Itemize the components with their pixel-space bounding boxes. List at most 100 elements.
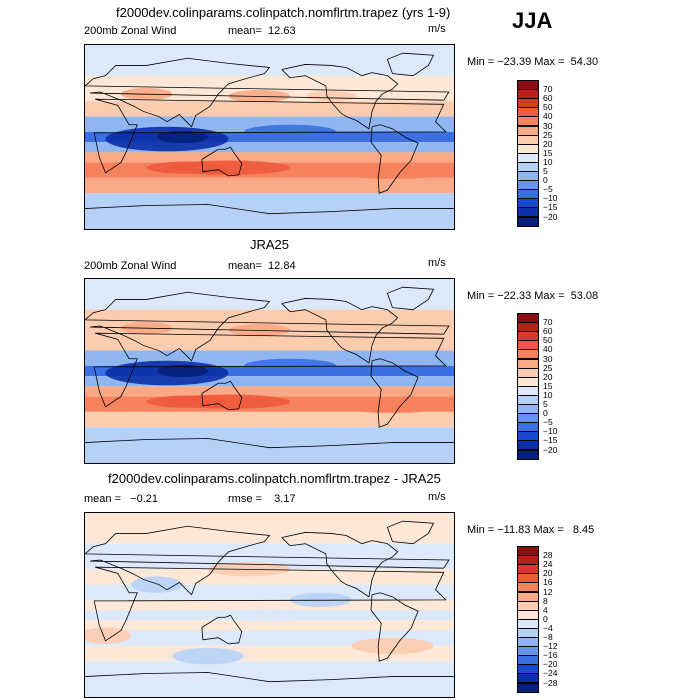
- colorbar-label: 0: [543, 175, 548, 186]
- colorbar-label: −10: [543, 426, 558, 437]
- field-feature: [243, 124, 337, 140]
- coastline: [281, 64, 399, 130]
- colorbar-label: −5: [543, 417, 553, 428]
- colorbar-box: [517, 216, 539, 227]
- panel-2-colorbar: 70 60 50 40 30 25 20 15 10 5 0 −5 −10 −15 −20: [517, 313, 597, 460]
- coastline: [93, 98, 447, 174]
- coastline: [201, 380, 243, 411]
- zonal-band: [85, 513, 454, 544]
- zonal-band: [85, 142, 454, 153]
- colorbar-label: 70: [543, 317, 553, 328]
- colorbar-label: 50: [543, 102, 553, 113]
- zonal-band: [85, 335, 454, 351]
- colorbar-label: −10: [543, 193, 558, 204]
- coastline: [370, 358, 419, 428]
- season-label: JJA: [512, 8, 553, 33]
- panel-2-title: JRA25: [250, 237, 290, 252]
- field-feature: [305, 325, 357, 336]
- coastline: [85, 291, 450, 362]
- colorbar-label: 25: [543, 129, 553, 140]
- colorbar-box: [517, 449, 539, 460]
- colorbar-label: 24: [543, 559, 553, 570]
- panel-3-units: m/s: [428, 491, 446, 503]
- panel-3-map-svg: [85, 513, 454, 697]
- colorbar-label: 20: [543, 568, 553, 579]
- coastline: [386, 520, 435, 545]
- zonal-band: [85, 386, 454, 397]
- colorbar-label: −28: [543, 677, 558, 688]
- field-feature: [228, 609, 311, 622]
- colorbar-label: 0: [543, 408, 548, 419]
- colorbar-label: 15: [543, 380, 553, 391]
- field-feature: [146, 395, 229, 408]
- zonal-band: [85, 177, 454, 194]
- zonal-band: [85, 376, 454, 387]
- field-feature: [305, 91, 357, 102]
- colorbar-label: 60: [543, 93, 553, 104]
- coastline: [85, 57, 450, 128]
- panel-3-rmse: rmse = 3.17: [228, 493, 296, 505]
- coastline: [93, 566, 447, 642]
- coastline: [201, 146, 243, 177]
- panel-1-units: m/s: [428, 23, 446, 35]
- panel-1-colorbar: 70 60 50 40 30 25 20 15 10 5 0 −5 −10 −15 −20: [517, 80, 597, 227]
- panel-2-minmax: Min = −22.33 Max = 53.08: [467, 290, 599, 302]
- panel-1-map-svg: [85, 45, 454, 229]
- coastline: [85, 672, 454, 683]
- field-feature: [351, 637, 434, 655]
- coastline: [370, 592, 419, 662]
- colorbar-label: 40: [543, 344, 553, 355]
- panel-3-colorbar: 28 24 20 16 12 8 4 0 −4 −8 −12 −16 −20 −24 −28: [517, 546, 597, 693]
- panel-3-mean: mean = −0.21: [84, 493, 158, 505]
- panel-2-units: m/s: [428, 257, 446, 269]
- coastline: [370, 124, 419, 194]
- zonal-band: [85, 45, 454, 76]
- colorbar-label: −20: [543, 444, 558, 455]
- colorbar-label: −8: [543, 632, 553, 642]
- zonal-band: [85, 661, 454, 697]
- colorbar-label: 28: [543, 550, 553, 561]
- panel-3-minmax: Min = −11.83 Max = 8.45: [467, 524, 595, 536]
- coastline: [85, 438, 454, 449]
- panel-3-title: f2000dev.colinparams.colinpatch.nomflrtm…: [108, 471, 441, 486]
- zonal-band: [85, 279, 454, 310]
- field-feature: [243, 358, 337, 374]
- panel-1-variable-label: 200mb Zonal Wind: [84, 25, 177, 37]
- colorbar-box: [517, 682, 539, 693]
- panel-2-map-svg: [85, 279, 454, 463]
- colorbar-label: −15: [543, 435, 558, 446]
- field-feature: [156, 130, 208, 144]
- coastline: [386, 52, 435, 77]
- zonal-band: [85, 599, 454, 611]
- panel-2-variable-label: 200mb Zonal Wind: [84, 260, 177, 272]
- field-feature: [156, 364, 208, 378]
- coastline: [93, 332, 447, 408]
- zonal-band: [85, 152, 454, 163]
- coastline: [281, 532, 399, 598]
- coastline: [85, 204, 454, 215]
- panel-2-mean: mean= 12.84: [228, 260, 296, 272]
- colorbar-label: −4: [543, 622, 553, 633]
- colorbar-label: 10: [543, 156, 553, 167]
- field-feature: [336, 166, 449, 179]
- coastline: [85, 525, 450, 596]
- zonal-band: [85, 427, 454, 463]
- colorbar-label: 60: [543, 326, 553, 337]
- panel-1-minmax: Min = −23.39 Max = 54.30: [467, 56, 599, 68]
- colorbar-label: −20: [543, 659, 558, 670]
- coastline: [201, 614, 243, 645]
- zonal-band: [85, 101, 454, 117]
- colorbar-label: 10: [543, 389, 553, 400]
- colorbar-label: −20: [543, 211, 558, 222]
- field-feature: [172, 647, 244, 665]
- colorbar-label: 30: [543, 120, 553, 131]
- colorbar-label: 30: [543, 353, 553, 364]
- colorbar-label: 15: [543, 147, 553, 158]
- colorbar-label: 12: [543, 586, 553, 597]
- panel-1-map: [84, 44, 455, 230]
- colorbar-label: 5: [543, 166, 548, 176]
- colorbar-label: −5: [543, 184, 553, 195]
- colorbar-label: 20: [543, 371, 553, 382]
- colorbar-label: −15: [543, 202, 558, 213]
- colorbar-label: 25: [543, 362, 553, 373]
